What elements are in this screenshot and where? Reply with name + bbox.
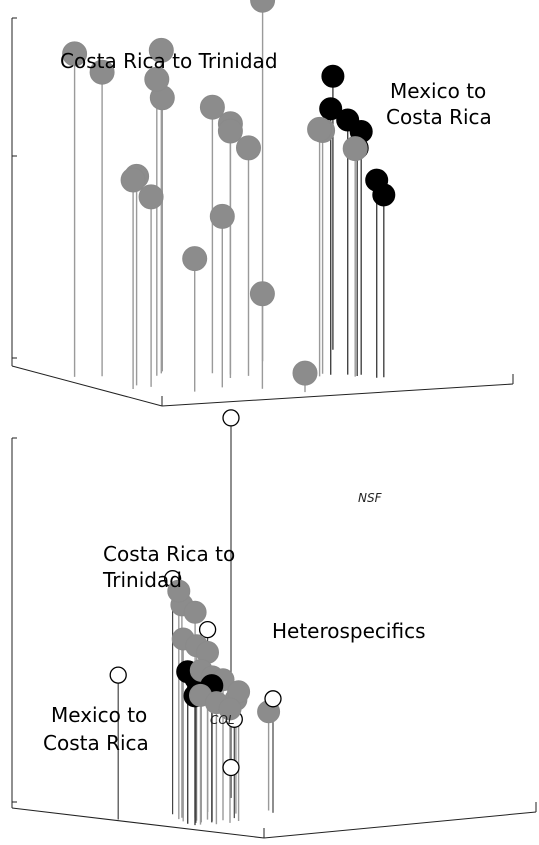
data-point-costa-rica-to-trinidad — [307, 116, 333, 142]
markers-group — [109, 409, 282, 777]
panel-top: Costa Rica to Trinidad Mexico to Costa R… — [11, 0, 514, 407]
axis-floor-right — [161, 383, 514, 407]
annotation-costa-rica-to-trinidad: Costa Rica to Trinidad — [102, 542, 242, 592]
data-point-costa-rica-to-trinidad — [292, 360, 318, 386]
data-point-costa-rica-to-trinidad — [144, 66, 170, 92]
annotation-mexico-to-costa-rica: Mexico to Costa Rica — [43, 703, 154, 755]
data-point-costa-rica-to-trinidad — [236, 135, 261, 161]
data-point-costa-rica-to-trinidad — [209, 203, 235, 229]
annotations: Costa Rica to Trinidad Mexico to Costa R… — [60, 49, 493, 129]
data-point-costa-rica-to-trinidad — [138, 184, 164, 210]
data-point-costa-rica-to-trinidad — [120, 167, 146, 193]
data-point-costa-rica-to-trinidad — [218, 697, 242, 721]
data-point-costa-rica-to-trinidad — [182, 246, 208, 272]
data-point-mexico-to-costa-rica — [372, 183, 396, 207]
axes-box — [11, 17, 514, 407]
markers-group — [62, 0, 396, 386]
data-point-heterospecifics — [109, 666, 127, 684]
axis-floor-right — [263, 811, 537, 839]
data-point-costa-rica-to-trinidad — [217, 118, 243, 144]
data-point-costa-rica-to-trinidad — [89, 59, 115, 85]
annotation-nsf: NSF — [358, 491, 383, 505]
data-point-costa-rica-to-trinidad — [342, 136, 368, 162]
axis-floor-front — [11, 807, 265, 839]
annotation-col: COL — [210, 713, 235, 727]
data-point-heterospecifics — [198, 620, 217, 639]
data-point-costa-rica-to-trinidad — [62, 41, 88, 67]
data-point-costa-rica-to-trinidad — [183, 600, 207, 624]
annotation-line: COL — [210, 713, 235, 727]
data-point-heterospecifics — [222, 758, 240, 777]
annotation-line: Mexico to — [51, 703, 147, 727]
data-point-costa-rica-to-trinidad — [199, 94, 225, 120]
data-point-costa-rica-to-trinidad — [148, 37, 174, 63]
data-point-mexico-to-costa-rica — [321, 64, 345, 88]
annotation-line: Trinidad — [102, 568, 182, 592]
data-point-mexico-to-costa-rica — [319, 97, 343, 121]
annotation-mexico-to-costa-rica: Mexico to Costa Rica — [386, 79, 493, 129]
annotations: Costa Rica to Trinidad Mexico to Costa R… — [43, 491, 426, 755]
data-point-costa-rica-to-trinidad — [250, 0, 276, 13]
annotation-heterospecifics: Heterospecifics — [272, 619, 426, 643]
annotation-line: NSF — [358, 491, 383, 505]
annotation-line: Costa Rica — [43, 731, 149, 755]
data-point-heterospecifics — [222, 409, 240, 427]
data-point-costa-rica-to-trinidad — [249, 281, 275, 307]
annotation-costa-rica-to-trinidad: Costa Rica to Trinidad — [60, 49, 278, 73]
annotation-line: Costa Rica to — [103, 542, 235, 566]
data-point-costa-rica-to-trinidad — [167, 579, 191, 603]
axes-box — [11, 437, 537, 839]
panel-bottom: Costa Rica to Trinidad Mexico to Costa R… — [11, 409, 537, 839]
annotation-line: Mexico to — [390, 79, 486, 103]
annotation-line: Costa Rica — [386, 105, 492, 129]
axis-floor-front — [11, 365, 163, 407]
annotation-line: Costa Rica to Trinidad — [60, 49, 278, 73]
annotation-line: Heterospecifics — [272, 619, 426, 643]
data-point-heterospecifics — [264, 690, 282, 708]
